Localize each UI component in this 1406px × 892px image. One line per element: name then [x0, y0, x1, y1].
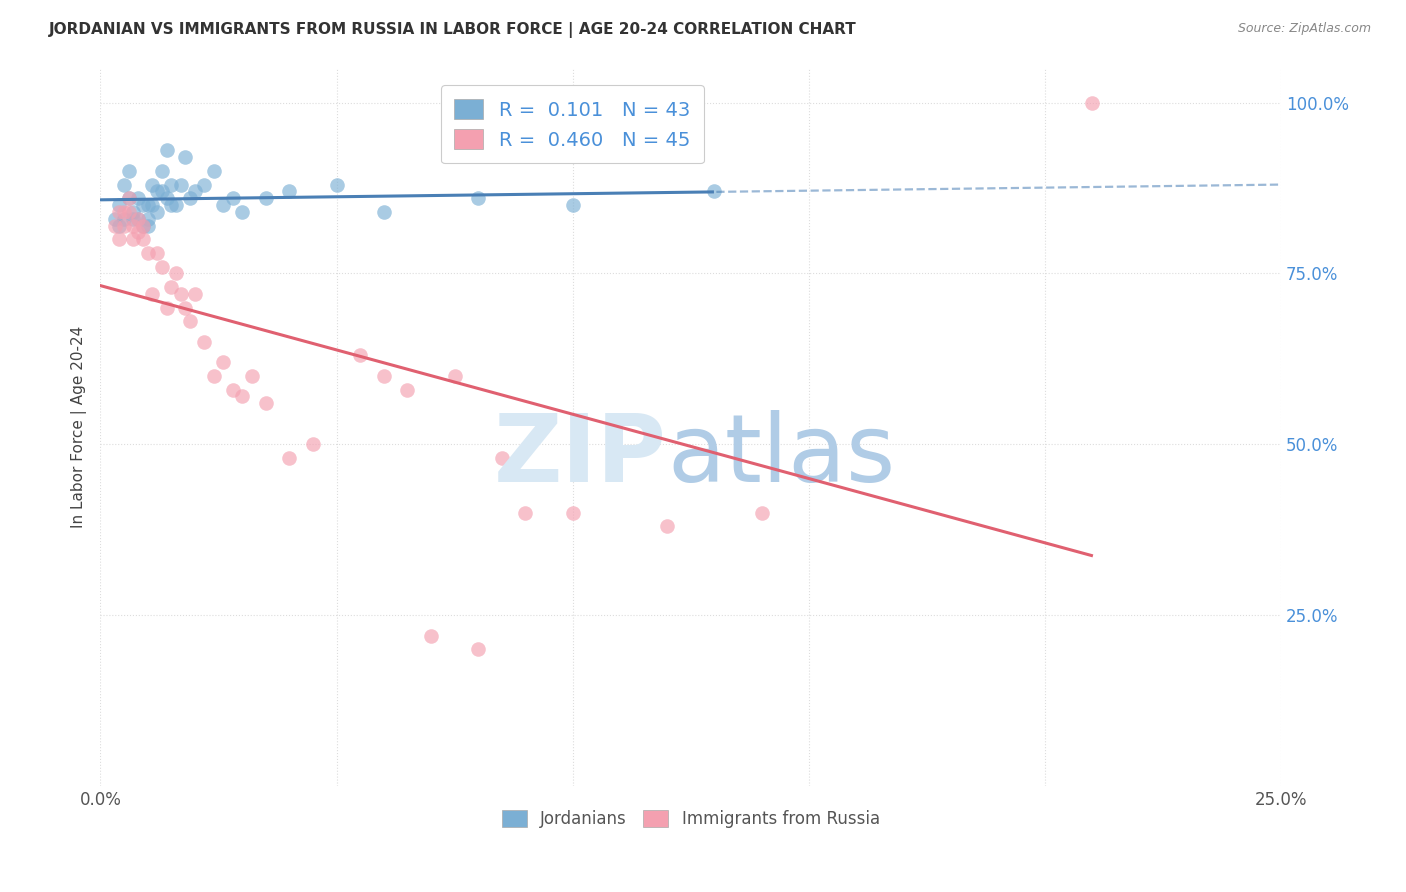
- Point: [254, 191, 277, 205]
- Point: [112, 178, 135, 192]
- Point: [132, 219, 155, 233]
- Text: atlas: atlas: [666, 409, 896, 502]
- Point: [170, 287, 193, 301]
- Text: Source: ZipAtlas.com: Source: ZipAtlas.com: [1237, 22, 1371, 36]
- Point: [108, 198, 131, 212]
- Point: [122, 232, 145, 246]
- Point: [155, 301, 177, 315]
- Point: [150, 260, 173, 274]
- Text: JORDANIAN VS IMMIGRANTS FROM RUSSIA IN LABOR FORCE | AGE 20-24 CORRELATION CHART: JORDANIAN VS IMMIGRANTS FROM RUSSIA IN L…: [49, 22, 858, 38]
- Point: [278, 185, 301, 199]
- Point: [373, 205, 395, 219]
- Point: [127, 211, 149, 226]
- Point: [118, 205, 141, 219]
- Point: [112, 219, 135, 233]
- Point: [146, 246, 169, 260]
- Point: [132, 219, 155, 233]
- Point: [302, 437, 325, 451]
- Point: [373, 368, 395, 383]
- Point: [108, 219, 131, 233]
- Point: [118, 191, 141, 205]
- Point: [221, 383, 243, 397]
- Point: [325, 178, 347, 192]
- Point: [141, 287, 163, 301]
- Point: [146, 205, 169, 219]
- Point: [278, 450, 301, 465]
- Point: [112, 211, 135, 226]
- Point: [132, 232, 155, 246]
- Point: [118, 164, 141, 178]
- Point: [184, 185, 207, 199]
- Text: ZIP: ZIP: [495, 409, 666, 502]
- Point: [122, 205, 145, 219]
- Point: [221, 191, 243, 205]
- Point: [165, 198, 187, 212]
- Legend: Jordanians, Immigrants from Russia: Jordanians, Immigrants from Russia: [495, 804, 886, 835]
- Point: [132, 198, 155, 212]
- Point: [122, 219, 145, 233]
- Point: [141, 178, 163, 192]
- Point: [703, 185, 725, 199]
- Point: [127, 226, 149, 240]
- Point: [491, 450, 513, 465]
- Point: [443, 368, 465, 383]
- Point: [122, 211, 145, 226]
- Point: [174, 301, 197, 315]
- Point: [108, 205, 131, 219]
- Point: [1081, 95, 1104, 110]
- Point: [396, 383, 419, 397]
- Point: [165, 267, 187, 281]
- Point: [174, 150, 197, 164]
- Point: [184, 287, 207, 301]
- Point: [202, 368, 225, 383]
- Point: [212, 198, 235, 212]
- Point: [655, 519, 678, 533]
- Point: [420, 628, 443, 642]
- Point: [127, 211, 149, 226]
- Point: [146, 185, 169, 199]
- Point: [160, 280, 183, 294]
- Point: [179, 314, 201, 328]
- Y-axis label: In Labor Force | Age 20-24: In Labor Force | Age 20-24: [72, 326, 87, 528]
- Point: [136, 219, 159, 233]
- Point: [136, 246, 159, 260]
- Point: [561, 506, 583, 520]
- Point: [515, 506, 537, 520]
- Point: [127, 191, 149, 205]
- Point: [112, 205, 135, 219]
- Point: [160, 198, 183, 212]
- Point: [231, 389, 253, 403]
- Point: [136, 198, 159, 212]
- Point: [104, 219, 127, 233]
- Point: [254, 396, 277, 410]
- Point: [104, 211, 127, 226]
- Point: [141, 198, 163, 212]
- Point: [170, 178, 193, 192]
- Point: [150, 185, 173, 199]
- Point: [193, 334, 215, 349]
- Point: [160, 178, 183, 192]
- Point: [155, 191, 177, 205]
- Point: [349, 348, 371, 362]
- Point: [150, 164, 173, 178]
- Point: [193, 178, 215, 192]
- Point: [212, 355, 235, 369]
- Point: [118, 191, 141, 205]
- Point: [202, 164, 225, 178]
- Point: [155, 144, 177, 158]
- Point: [561, 198, 583, 212]
- Point: [179, 191, 201, 205]
- Point: [108, 232, 131, 246]
- Point: [136, 211, 159, 226]
- Point: [467, 642, 489, 657]
- Point: [240, 368, 263, 383]
- Point: [467, 191, 489, 205]
- Point: [231, 205, 253, 219]
- Point: [751, 506, 773, 520]
